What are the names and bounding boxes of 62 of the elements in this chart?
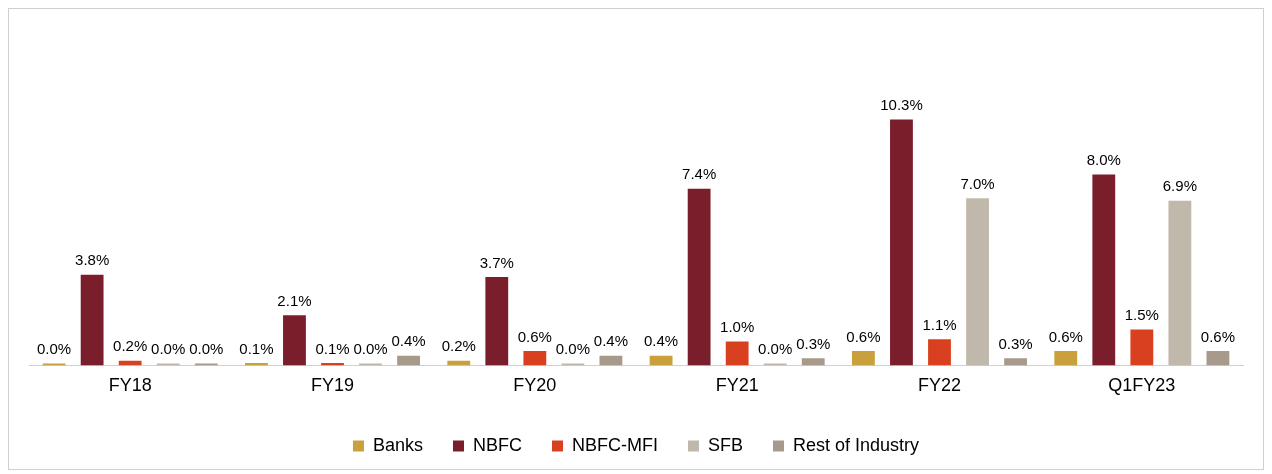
bar xyxy=(1004,358,1027,366)
x-tick-label: FY18 xyxy=(108,375,152,396)
data-label: 0.4% xyxy=(391,332,426,350)
bar xyxy=(283,315,306,366)
bar xyxy=(599,355,623,366)
data-label: 7.4% xyxy=(682,165,717,183)
x-tick-label: Q1FY23 xyxy=(1108,375,1176,396)
data-label: 8.0% xyxy=(1086,151,1121,169)
data-label: 0.3% xyxy=(998,334,1033,352)
data-label: 0.0% xyxy=(36,340,72,358)
data-label: 0.4% xyxy=(593,332,629,350)
data-label: 0.1% xyxy=(239,339,274,357)
data-label: 0.3% xyxy=(796,334,831,352)
data-label: 0.0% xyxy=(758,340,793,358)
data-label: 0.2% xyxy=(113,337,148,355)
legend-label: Rest of Industry xyxy=(792,434,920,455)
data-label: 6.9% xyxy=(1162,177,1197,195)
bar xyxy=(80,274,104,366)
data-label: 3.8% xyxy=(75,251,110,269)
x-tick-label: FY22 xyxy=(917,375,962,396)
bar xyxy=(485,277,509,366)
bar xyxy=(1054,351,1078,366)
bar xyxy=(1092,174,1116,366)
legend-label: NBFC xyxy=(472,434,522,455)
data-label: 0.4% xyxy=(643,332,679,350)
data-label: 0.6% xyxy=(846,327,881,345)
data-label: 2.1% xyxy=(277,291,312,309)
x-tick-label: FY19 xyxy=(310,375,355,396)
data-label: 0.6% xyxy=(1048,327,1083,345)
data-label: 1.1% xyxy=(922,315,957,333)
bar xyxy=(649,355,673,366)
data-label: 1.0% xyxy=(720,318,755,336)
bar xyxy=(890,119,913,366)
data-label: 0.2% xyxy=(441,337,476,355)
bar xyxy=(42,363,66,366)
bar xyxy=(523,351,547,366)
bar xyxy=(852,351,875,366)
data-label: 0.6% xyxy=(517,327,552,345)
x-tick-label: FY21 xyxy=(715,375,759,396)
data-label: 0.1% xyxy=(315,339,350,357)
data-label: 10.3% xyxy=(880,96,923,114)
data-label: 0.0% xyxy=(151,340,186,358)
data-label: 0.0% xyxy=(555,340,590,358)
legend-label: NBFC-MFI xyxy=(571,434,658,455)
data-label: 1.5% xyxy=(1124,306,1159,324)
data-label: 0.0% xyxy=(189,340,224,358)
bar xyxy=(725,341,749,366)
bar xyxy=(1168,200,1192,366)
data-label: 7.0% xyxy=(960,174,995,192)
legend-label: Banks xyxy=(372,434,423,455)
legend-label: SFB xyxy=(707,434,743,455)
bar xyxy=(1206,351,1230,366)
data-label: 0.0% xyxy=(353,340,388,358)
x-tick-label: FY20 xyxy=(513,375,557,396)
bar xyxy=(687,188,711,366)
bar xyxy=(801,358,825,366)
bar xyxy=(1130,329,1154,366)
bar xyxy=(397,355,420,366)
bar xyxy=(928,339,951,366)
data-label: 3.7% xyxy=(479,253,514,271)
bar xyxy=(966,198,989,366)
data-label: 0.6% xyxy=(1200,327,1236,345)
